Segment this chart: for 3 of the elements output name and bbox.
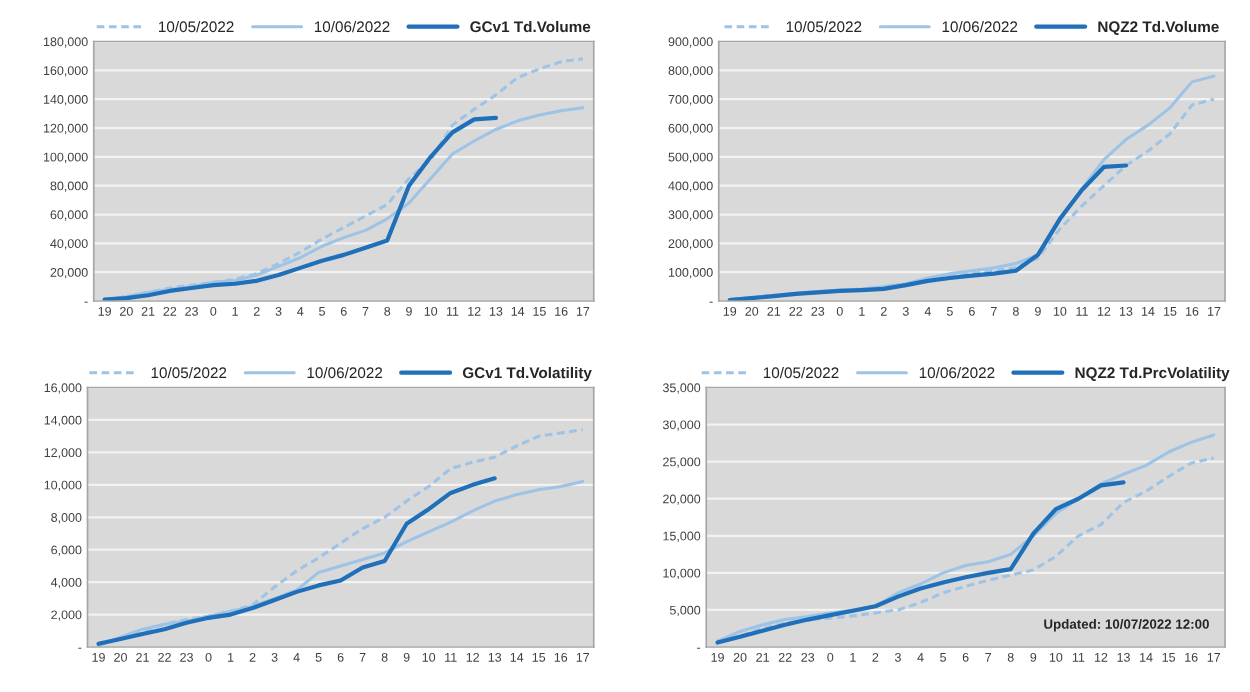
line-series xyxy=(727,163,1129,302)
line-series xyxy=(102,115,499,302)
line-series xyxy=(96,476,497,646)
